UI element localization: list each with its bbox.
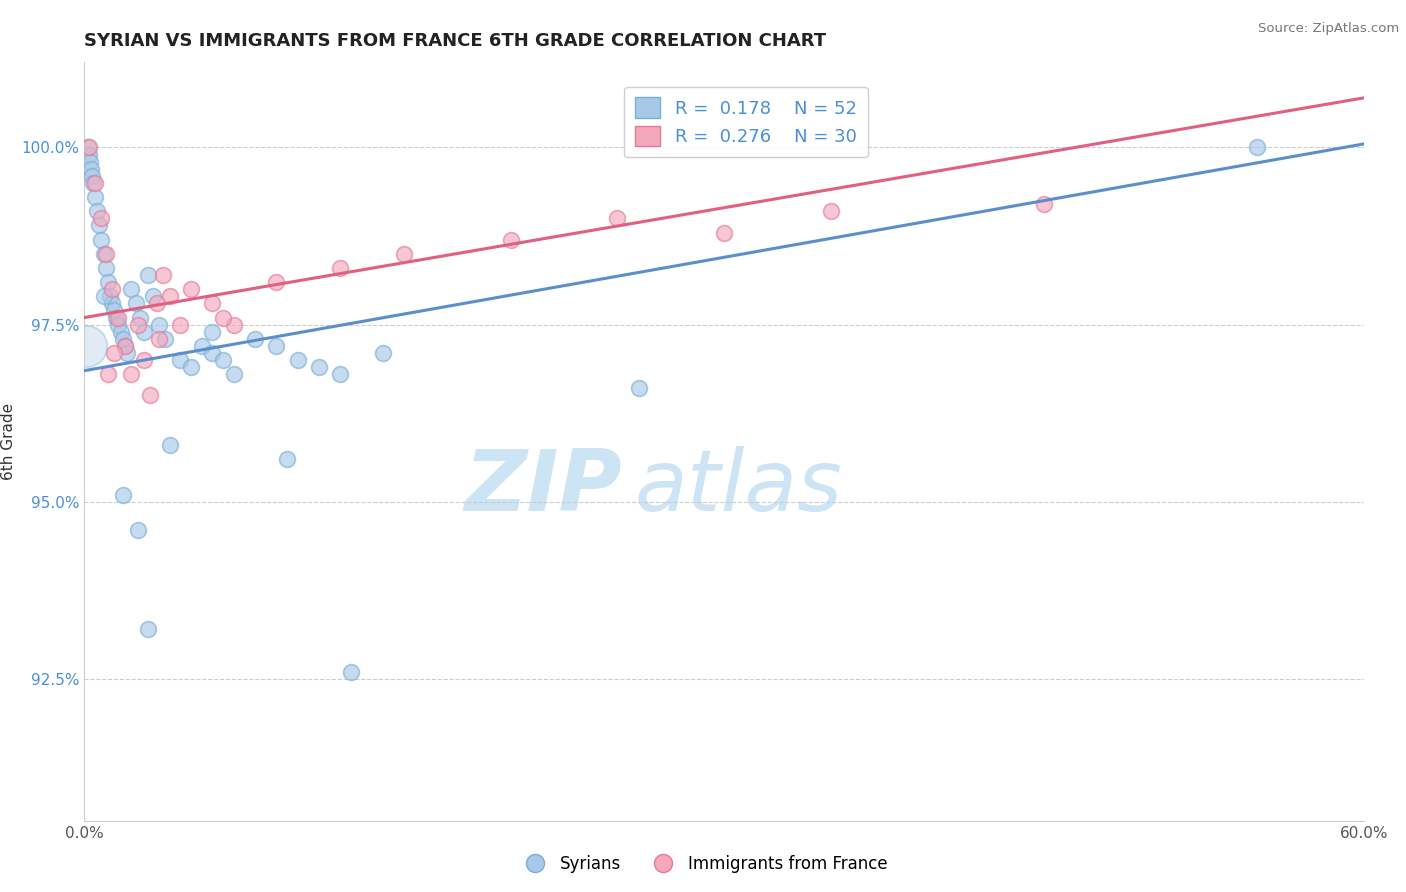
Point <box>180 360 202 375</box>
Point <box>627 381 650 395</box>
Point <box>111 332 134 346</box>
Point <box>77 147 100 161</box>
Point <box>152 268 174 282</box>
Point <box>1246 140 1268 154</box>
Text: atlas: atlas <box>634 445 842 529</box>
Point <box>340 665 363 679</box>
Point <box>84 176 107 190</box>
Point <box>201 296 224 310</box>
Point <box>84 190 107 204</box>
Point <box>329 368 352 382</box>
Point <box>76 339 98 353</box>
Point <box>820 204 842 219</box>
Point <box>86 204 108 219</box>
Point <box>80 161 103 176</box>
Point <box>169 353 191 368</box>
Point <box>105 310 128 325</box>
Point <box>243 332 266 346</box>
Point <box>155 332 177 346</box>
Point <box>90 233 112 247</box>
Point <box>107 310 129 325</box>
Point <box>132 325 155 339</box>
Point <box>94 246 117 260</box>
Point <box>97 368 120 382</box>
Point <box>120 282 142 296</box>
Point <box>128 310 150 325</box>
Point <box>76 140 98 154</box>
Point <box>98 289 121 303</box>
Text: ZIP: ZIP <box>464 445 621 529</box>
Point <box>89 219 111 233</box>
Point <box>93 246 115 260</box>
Point <box>146 296 169 310</box>
Point <box>127 523 149 537</box>
Point <box>329 260 352 275</box>
Point <box>222 318 245 332</box>
Point <box>103 303 125 318</box>
Point <box>90 211 112 226</box>
Point <box>124 296 146 310</box>
Point <box>107 318 129 332</box>
Point <box>115 346 138 360</box>
Point <box>138 268 160 282</box>
Y-axis label: 6th Grade: 6th Grade <box>1 403 15 480</box>
Point <box>132 353 155 368</box>
Point <box>94 260 117 275</box>
Text: SYRIAN VS IMMIGRANTS FROM FRANCE 6TH GRADE CORRELATION CHART: SYRIAN VS IMMIGRANTS FROM FRANCE 6TH GRA… <box>84 32 827 50</box>
Point <box>169 318 191 332</box>
Point <box>159 289 181 303</box>
Point <box>148 318 170 332</box>
Point <box>371 346 394 360</box>
Point <box>308 360 330 375</box>
Point <box>142 289 165 303</box>
Point <box>101 296 124 310</box>
Point <box>276 452 298 467</box>
Text: Source: ZipAtlas.com: Source: ZipAtlas.com <box>1258 22 1399 36</box>
Point <box>110 325 132 339</box>
Point <box>499 233 522 247</box>
Point <box>101 282 124 296</box>
Point <box>287 353 309 368</box>
Point <box>82 176 104 190</box>
Point <box>606 211 628 226</box>
Point <box>394 246 416 260</box>
Point <box>77 140 100 154</box>
Point <box>264 275 288 289</box>
Point <box>120 368 142 382</box>
Point <box>93 289 115 303</box>
Point <box>79 154 101 169</box>
Legend: Syrians, Immigrants from France: Syrians, Immigrants from France <box>512 848 894 880</box>
Point <box>264 339 288 353</box>
Point <box>212 353 235 368</box>
Point <box>148 332 170 346</box>
Legend: R =  0.178    N = 52, R =  0.276    N = 30: R = 0.178 N = 52, R = 0.276 N = 30 <box>624 87 868 157</box>
Point <box>139 388 162 402</box>
Point <box>127 318 149 332</box>
Point <box>180 282 202 296</box>
Point <box>138 623 160 637</box>
Point <box>103 346 125 360</box>
Point <box>114 339 136 353</box>
Point <box>201 346 224 360</box>
Point <box>80 169 103 183</box>
Point <box>1033 197 1056 211</box>
Point <box>97 275 120 289</box>
Point <box>212 310 235 325</box>
Point <box>114 339 136 353</box>
Point <box>201 325 224 339</box>
Point <box>159 438 181 452</box>
Point <box>222 368 245 382</box>
Point <box>111 488 134 502</box>
Point <box>190 339 212 353</box>
Point <box>713 226 735 240</box>
